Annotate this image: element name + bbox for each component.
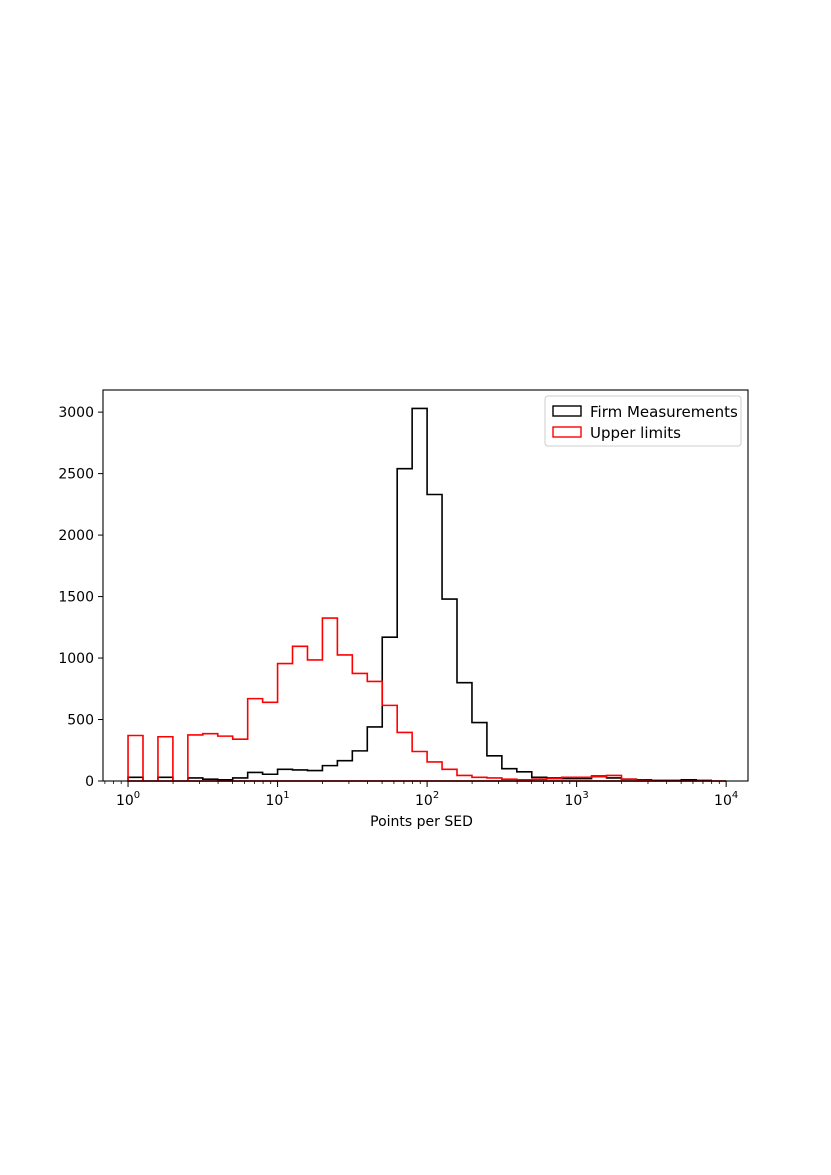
x-axis: 100 101 102 103 104 [104, 781, 738, 809]
x-tick-label: 101 [265, 790, 289, 809]
y-tick-label: 2500 [58, 467, 94, 483]
legend-box [544, 395, 742, 447]
plot-area [127, 407, 727, 782]
x-tick-label: 103 [565, 790, 589, 809]
x-tick-label: 102 [415, 790, 439, 809]
y-tick-label: 500 [67, 713, 94, 729]
legend-swatch-firm-measurements [552, 405, 582, 417]
x-axis-label: Points per SED [370, 814, 473, 830]
legend-swatch-upper-limits [552, 426, 582, 438]
y-tick-label: 3000 [58, 405, 94, 421]
x-tick-label: 100 [116, 790, 140, 809]
y-tick-label: 1500 [58, 590, 94, 606]
y-tick-label: 0 [85, 774, 94, 790]
y-axis: 0 500 1000 1500 2000 2500 3000 [58, 405, 103, 790]
axes-frame [102, 389, 749, 782]
series-upper-limits [127, 617, 727, 782]
y-tick-label: 2000 [58, 528, 94, 544]
legend-label-firm-measurements: Firm Measurements [590, 403, 738, 421]
legend-label-upper-limits: Upper limits [590, 424, 681, 442]
y-tick-label: 1000 [58, 651, 94, 667]
x-tick-label: 104 [714, 790, 738, 809]
legend: Firm Measurements Upper limits [544, 395, 742, 447]
